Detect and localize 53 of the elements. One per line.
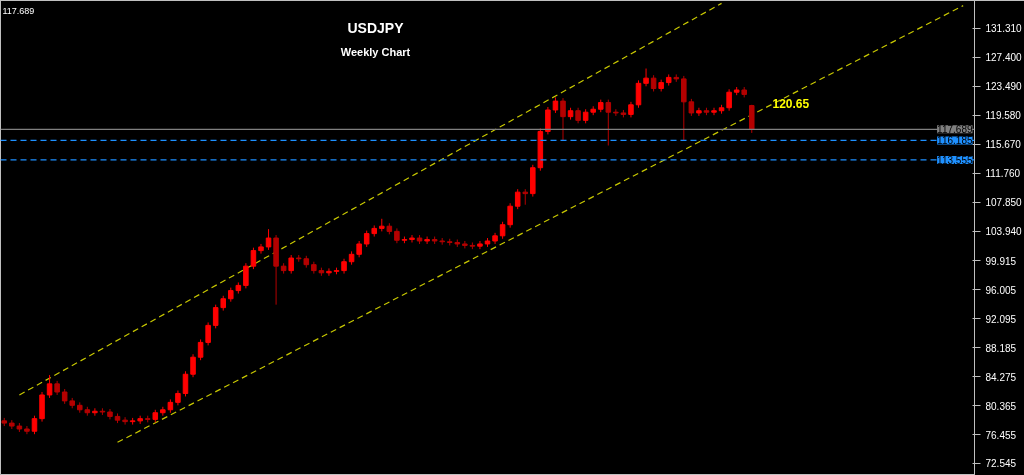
candlestick <box>243 262 249 289</box>
candlestick <box>643 68 649 87</box>
y-tick-label: 84.275 <box>985 371 1017 383</box>
candlestick <box>711 107 717 116</box>
candlestick <box>326 267 332 277</box>
candlestick <box>265 228 272 251</box>
candlestick <box>46 374 53 399</box>
candlestick <box>409 234 415 243</box>
candlestick <box>507 202 513 229</box>
y-tick-label: 96.005 <box>985 284 1017 296</box>
candlestick <box>24 425 30 435</box>
candlestick <box>424 236 430 245</box>
candlestick <box>514 188 521 210</box>
candlestick <box>288 254 294 275</box>
candlestick <box>560 97 566 141</box>
candlestick <box>696 107 702 117</box>
y-tick-label: 80.365 <box>985 400 1017 412</box>
annotation: 120.65 <box>772 96 810 111</box>
y-tick-label: 76.455 <box>985 429 1017 441</box>
candlestick <box>605 99 612 147</box>
y-tick-label: 88.185 <box>985 342 1017 354</box>
ref-line-label: 113.555 <box>937 154 973 166</box>
y-tick-label: 99.915 <box>985 255 1017 267</box>
y-tick-label: 131.310 <box>985 23 1023 35</box>
candlestick <box>92 407 98 417</box>
y-tick-label: 92.095 <box>985 313 1017 325</box>
candlestick <box>477 240 483 250</box>
y-tick-label: 107.850 <box>985 197 1023 209</box>
candlestick <box>726 88 732 112</box>
y-tick-label: 72.545 <box>985 458 1017 470</box>
ref-line-label: 116.185 <box>937 135 973 147</box>
candlestick <box>749 104 755 134</box>
ref-line-label: 117.689 <box>937 124 973 136</box>
y-tick-label: 119.580 <box>985 110 1022 122</box>
y-tick-label: 103.940 <box>985 226 1023 238</box>
candlestick <box>212 304 219 329</box>
candlestick <box>39 391 45 423</box>
candlestick <box>31 415 38 435</box>
y-tick-label: 127.400 <box>985 52 1023 64</box>
candlestick <box>613 108 619 117</box>
text: USDJPY <box>347 19 405 36</box>
candlestick <box>258 243 264 255</box>
y-tick-label: 111.760 <box>985 168 1021 180</box>
annotation: 117.689 <box>2 5 35 16</box>
candlestick <box>545 106 551 135</box>
candlestick <box>190 353 196 378</box>
y-tick-label: 115.670 <box>985 139 1022 151</box>
text: Weekly Chart <box>340 45 411 58</box>
y-tick-label: 123.490 <box>985 81 1023 93</box>
candlestick <box>681 75 687 141</box>
candlestick <box>182 370 189 397</box>
candlestick <box>250 247 257 270</box>
candlestick <box>122 416 128 426</box>
